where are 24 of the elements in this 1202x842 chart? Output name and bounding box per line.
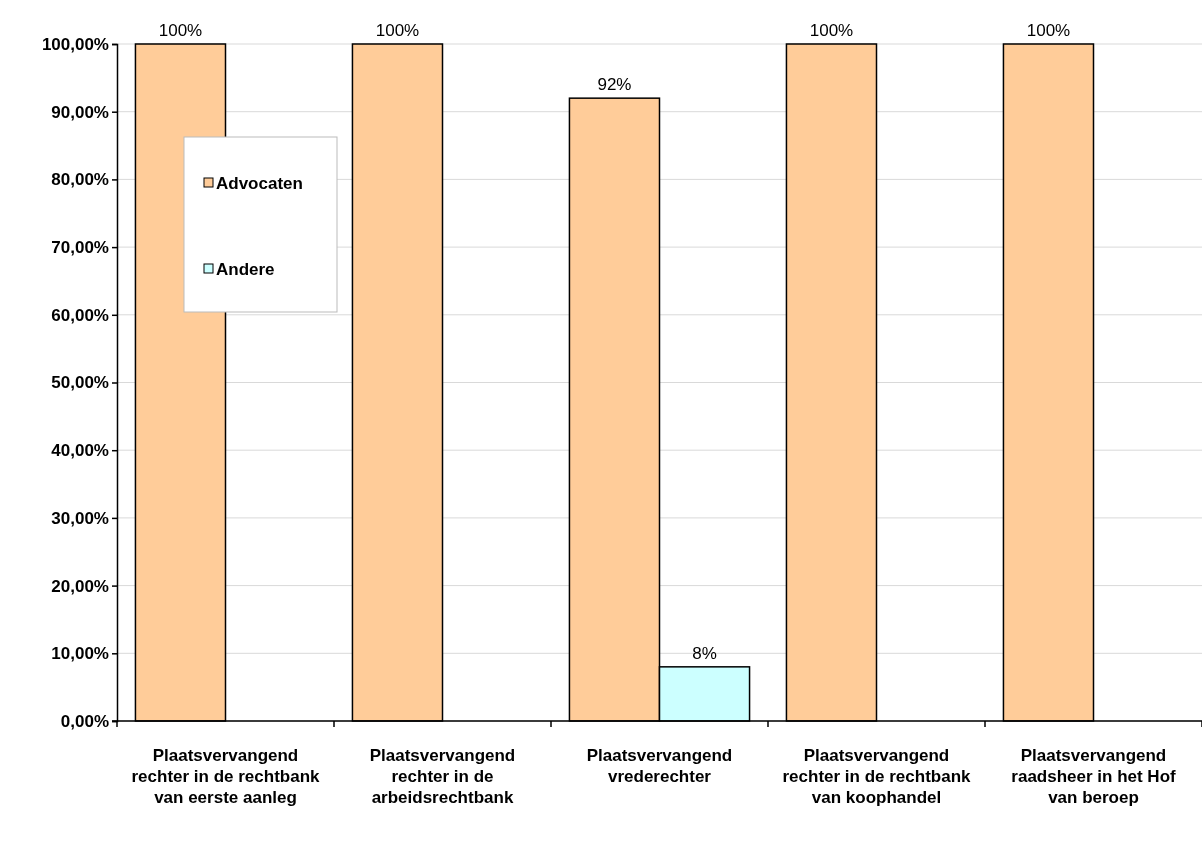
y-tick-label: 40,00%: [51, 441, 109, 461]
x-tick-label: Plaatsvervangend rechter in de rechtbank van koophandel: [782, 746, 972, 807]
x-tick-label: Plaatsvervangend rechter in de rechtbank van eerste aanleg: [131, 746, 321, 807]
legend-label: Andere: [216, 260, 275, 279]
y-tick-label: 100,00%: [41, 34, 109, 54]
data-label: 100%: [375, 21, 420, 40]
y-tick-label: 60,00%: [51, 305, 109, 325]
y-tick-label: 10,00%: [51, 644, 109, 664]
data-label: 100%: [1026, 21, 1071, 40]
y-tick-label: 90,00%: [51, 102, 109, 122]
y-tick-label: 20,00%: [51, 576, 109, 596]
data-label: 8%: [692, 643, 717, 663]
data-label: 100%: [158, 21, 203, 40]
y-tick-label: 70,00%: [51, 238, 109, 258]
y-tick-label: 30,00%: [51, 508, 109, 528]
y-tick-label: 0,00%: [60, 711, 109, 731]
x-tick-label: Plaatsvervangend raadsheer in het Hof van beroep: [1011, 746, 1177, 807]
x-tick-label: Plaatsvervangend vrederechter: [586, 746, 733, 786]
y-tick-label: 50,00%: [51, 373, 109, 393]
x-tick-label: Plaatsvervangend rechter in de arbeidsrechtbank: [369, 746, 516, 807]
y-tick-label: 80,00%: [51, 170, 109, 190]
legend-label: Advocaten: [216, 174, 303, 193]
data-label: 100%: [809, 21, 854, 40]
data-label: 92%: [597, 75, 632, 95]
